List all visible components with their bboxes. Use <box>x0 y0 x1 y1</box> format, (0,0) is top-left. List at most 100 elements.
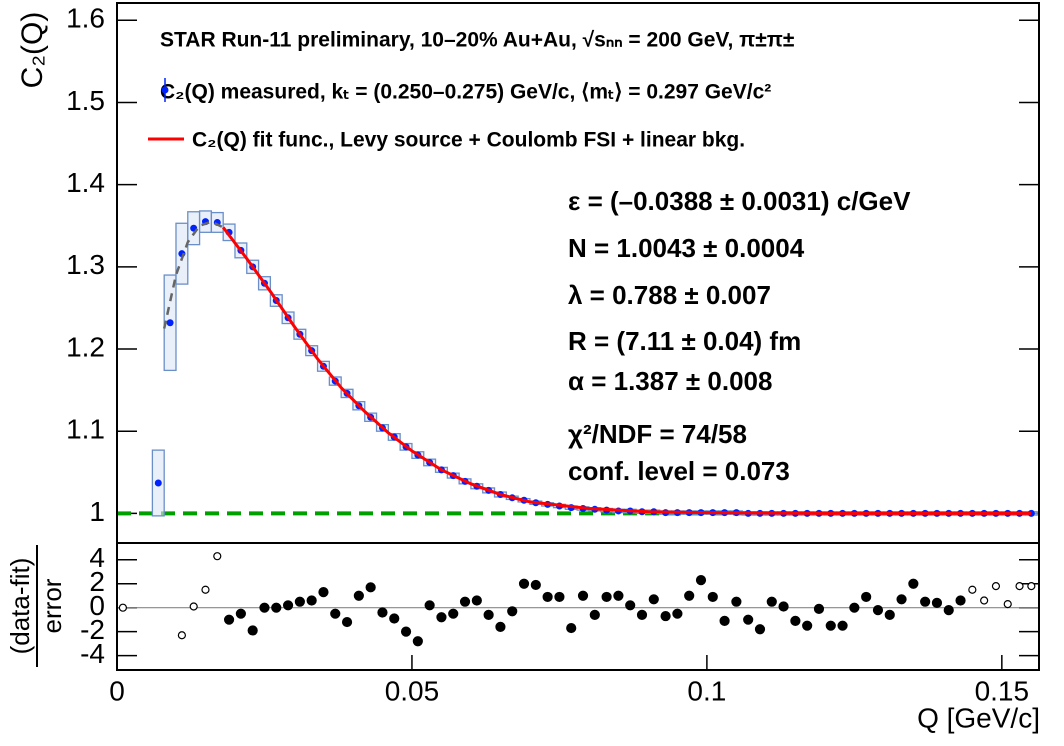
chart-title: STAR Run-11 preliminary, 10–20% Au+Au, √… <box>160 29 795 52</box>
residual-point <box>861 591 872 603</box>
residual-point <box>707 591 718 603</box>
residual-point <box>778 601 789 612</box>
residual-point <box>530 579 541 591</box>
fit-line <box>221 226 1032 515</box>
x-tick-label: 0.1 <box>687 675 726 706</box>
residual-point <box>672 608 683 619</box>
residual-point <box>566 622 577 634</box>
y-tick-label: -4 <box>80 638 105 669</box>
x-axis-label: Q [GeV/c] <box>917 702 1040 733</box>
residual-point <box>412 636 423 647</box>
residual-point <box>177 631 186 640</box>
fit-parameter: λ = 0.788 ± 0.007 <box>568 280 771 310</box>
residual-point <box>436 612 447 623</box>
residual-point <box>660 610 671 622</box>
y-tick-label: 1 <box>89 496 105 527</box>
residual-point <box>448 608 459 619</box>
fit-parameter: N = 1.0043 ± 0.0004 <box>568 233 805 263</box>
y-axis-label: C₂(Q) <box>16 12 49 89</box>
residual-point <box>483 609 494 620</box>
residual-point <box>424 600 435 611</box>
y-tick-label: 0 <box>89 590 105 621</box>
residual-point <box>341 616 353 628</box>
residual-point <box>648 594 659 605</box>
residual-point <box>118 603 127 612</box>
y-tick-label: 1.4 <box>66 167 105 198</box>
residual-point <box>955 595 966 606</box>
y-tick-label: 1.6 <box>66 3 105 34</box>
legend-label: C₂(Q) fit func., Levy source + Coulomb F… <box>192 129 745 152</box>
residual-point <box>813 603 825 614</box>
residual-point <box>790 615 801 626</box>
residual-point <box>849 602 860 613</box>
residual-point <box>223 614 235 625</box>
residual-point <box>731 596 742 607</box>
legend-symbol <box>161 86 169 94</box>
residual-point <box>980 596 989 605</box>
fit-parameter: α = 1.387 ± 0.008 <box>568 366 772 396</box>
x-tick-label: 0 <box>109 675 125 706</box>
residual-point <box>389 613 400 624</box>
y-tick-label: 1.5 <box>66 85 105 116</box>
residual-point <box>377 607 388 618</box>
residual-point <box>589 609 600 620</box>
residual-point <box>271 602 282 613</box>
data-point <box>166 319 174 327</box>
residual-point <box>507 606 518 617</box>
y-axis-label: error <box>37 578 67 633</box>
residual-point <box>400 626 412 637</box>
residual-point <box>920 596 931 607</box>
residual-point <box>896 594 907 605</box>
residual-point <box>837 620 848 631</box>
residual-point <box>201 585 210 594</box>
legend-label: C₂(Q) measured, kₜ = (0.250–0.275) GeV/c… <box>160 81 771 104</box>
y-tick-label: 1.2 <box>66 331 105 362</box>
residual-point <box>754 624 766 635</box>
y-tick-label: -2 <box>80 614 105 645</box>
residual-point <box>766 596 777 607</box>
fit-parameter: χ²/NDF = 74/58 <box>568 419 747 449</box>
residual-point <box>1027 582 1036 591</box>
residual-point <box>577 590 589 601</box>
x-tick-label: 0.15 <box>975 675 1030 706</box>
residual-point <box>825 620 836 631</box>
residual-point <box>872 604 884 616</box>
residual-point <box>943 604 954 616</box>
residual-point <box>294 596 305 607</box>
residual-point <box>802 620 813 631</box>
residual-point <box>542 591 553 603</box>
residual-point <box>213 552 222 561</box>
residual-point <box>908 578 919 589</box>
residual-point <box>931 597 943 609</box>
frame <box>116 542 1040 671</box>
residual-point <box>719 615 730 626</box>
y-tick-label: 1.1 <box>66 414 105 445</box>
residual-point <box>318 587 329 598</box>
residual-point <box>518 578 530 589</box>
residual-point <box>554 591 565 603</box>
residual-point <box>365 582 376 593</box>
residual-point <box>471 595 482 606</box>
residual-point <box>968 585 977 594</box>
residual-point <box>636 609 648 620</box>
residual-point <box>330 608 341 619</box>
residual-point <box>353 590 364 601</box>
residual-point <box>247 625 258 636</box>
residual-point <box>1003 600 1012 609</box>
x-tick-label: 0.05 <box>385 675 440 706</box>
residual-point <box>282 600 294 611</box>
residual-point <box>991 582 1001 591</box>
residual-point <box>189 602 198 611</box>
residual-point <box>884 609 895 620</box>
y-axis-label: (data-fit) <box>5 558 35 655</box>
data-point <box>154 479 162 487</box>
fit-parameter: R = (7.11 ± 0.04) fm <box>568 326 801 356</box>
residual-point <box>601 591 612 603</box>
residual-point <box>1015 582 1024 591</box>
residual-point <box>684 590 695 601</box>
y-tick-label: 4 <box>89 542 105 573</box>
fit-parameter: conf. level = 0.073 <box>568 456 790 486</box>
residual-point <box>306 595 317 606</box>
